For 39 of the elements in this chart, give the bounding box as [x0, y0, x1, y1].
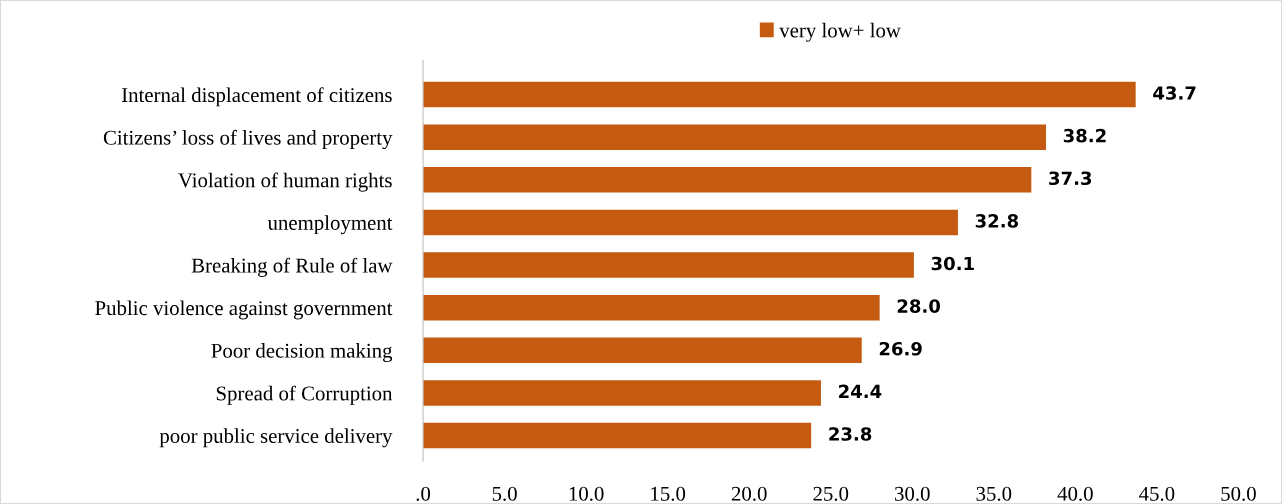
y-tick-label: Spread of Corruption — [216, 385, 393, 405]
bar — [423, 124, 1046, 150]
data-label: 26.9 — [879, 341, 922, 356]
y-tick-label: unemployment — [267, 215, 393, 235]
x-tick-label: 5.0 — [492, 486, 517, 501]
y-tick-label: Violation of human rights — [178, 172, 392, 192]
bar — [423, 252, 914, 278]
x-tick-label: 35.0 — [976, 486, 1012, 501]
data-label: 24.4 — [839, 384, 882, 398]
data-label: 28.0 — [897, 299, 941, 313]
data-label: 38.2 — [1063, 128, 1106, 143]
x-tick-label: 10.0 — [569, 486, 604, 501]
x-tick-label: 25.0 — [813, 486, 849, 501]
y-tick-label: Public violence against government — [95, 300, 393, 320]
bar — [423, 294, 880, 321]
data-label: 23.8 — [829, 427, 872, 441]
y-tick-label: poor public service delivery — [159, 428, 393, 448]
y-tick-label: Citizens’ loss of lives and property — [103, 129, 393, 150]
legend-label: very low+ low — [779, 22, 901, 42]
data-label: 37.3 — [1049, 171, 1092, 186]
x-tick-label: 40.0 — [1057, 486, 1093, 501]
y-tick-label: Breaking of Rule of law — [191, 257, 393, 277]
data-label: 30.1 — [931, 256, 974, 271]
bar — [423, 209, 958, 236]
data-label: 43.7 — [1153, 86, 1196, 100]
x-tick-label: 45.0 — [1139, 486, 1175, 501]
x-tick-label: 20.0 — [731, 486, 767, 501]
bar — [423, 422, 812, 449]
bar — [423, 380, 821, 406]
bar — [423, 81, 1136, 108]
x-tick-label: 50.0 — [1221, 486, 1256, 501]
y-tick-label: Poor decision making — [211, 343, 393, 363]
bar — [423, 337, 862, 364]
bar — [423, 167, 1032, 193]
y-tick-label: Internal displacement of citizens — [121, 87, 392, 107]
x-tick-label: 30.0 — [895, 486, 930, 501]
x-tick-label: .0 — [416, 486, 431, 501]
x-tick-label: 15.0 — [651, 486, 686, 501]
data-label: 32.8 — [975, 214, 1019, 228]
